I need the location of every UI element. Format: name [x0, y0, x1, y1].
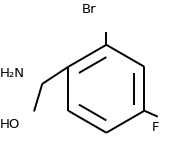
Text: HO: HO — [0, 118, 21, 131]
Text: H₂N: H₂N — [0, 67, 24, 80]
Text: F: F — [152, 121, 159, 134]
Text: Br: Br — [82, 3, 96, 16]
